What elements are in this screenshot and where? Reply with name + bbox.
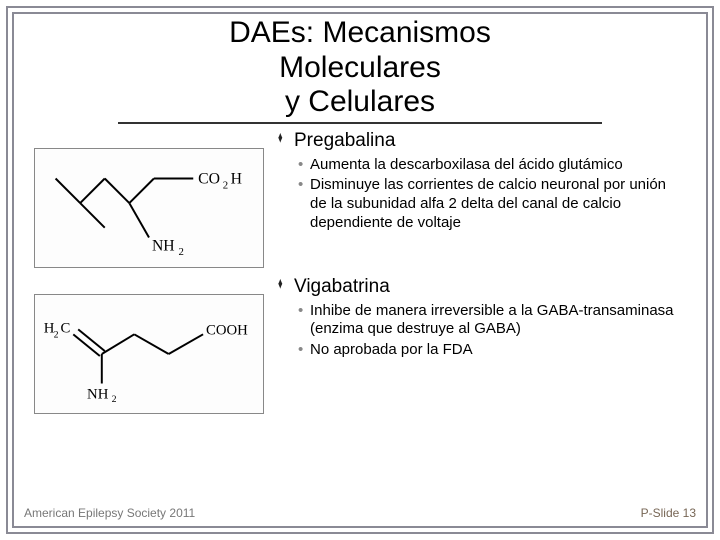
- label-nh2-b: NH: [87, 386, 109, 402]
- heading-pregabalina: Pregabalina: [278, 130, 686, 152]
- svg-text:2: 2: [179, 246, 184, 258]
- row-pregabalina: CO 2 H NH 2 Pregabalina Aumenta la desca…: [34, 128, 686, 268]
- molecule-vigabatrina: H 2 C COOH NH 2: [34, 294, 264, 414]
- text-vigabatrina: Vigabatrina Inhibe de manera irreversibl…: [278, 274, 686, 362]
- svg-text:H: H: [231, 170, 242, 187]
- row-vigabatrina: H 2 C COOH NH 2 Vigabatrina Inhibe de ma…: [34, 274, 686, 414]
- bullet-2b: No aprobada por la FDA: [278, 341, 686, 360]
- bullet-1b: Disminuye las corrientes de calcio neuro…: [278, 176, 686, 232]
- svg-text:2: 2: [112, 394, 117, 405]
- footer-right: P-Slide 13: [641, 506, 696, 520]
- title-line-2: Moleculares: [279, 51, 441, 84]
- label-cooh: COOH: [206, 322, 248, 338]
- molecule-pregabalina: CO 2 H NH 2: [34, 148, 264, 268]
- slide-title: DAEs: Mecanismos Moleculares y Celulares: [118, 14, 602, 124]
- title-line-3: y Celulares: [285, 85, 435, 118]
- content-area: CO 2 H NH 2 Pregabalina Aumenta la desca…: [14, 124, 706, 414]
- bullet-2a: Inhibe de manera irreversible a la GABA-…: [278, 302, 686, 340]
- text-pregabalina: Pregabalina Aumenta la descarboxilasa de…: [278, 128, 686, 235]
- svg-text:C: C: [61, 320, 71, 336]
- svg-text:2: 2: [54, 329, 59, 340]
- heading-vigabatrina: Vigabatrina: [278, 276, 686, 298]
- title-line-1: DAEs: Mecanismos: [229, 16, 491, 49]
- label-co2h: CO: [198, 170, 220, 187]
- label-nh2: NH: [152, 237, 175, 254]
- slide-frame: DAEs: Mecanismos Moleculares y Celulares: [12, 12, 708, 528]
- bullet-1a: Aumenta la descarboxilasa del ácido glut…: [278, 156, 686, 175]
- svg-text:2: 2: [223, 179, 228, 191]
- footer-left: American Epilepsy Society 2011: [24, 506, 195, 520]
